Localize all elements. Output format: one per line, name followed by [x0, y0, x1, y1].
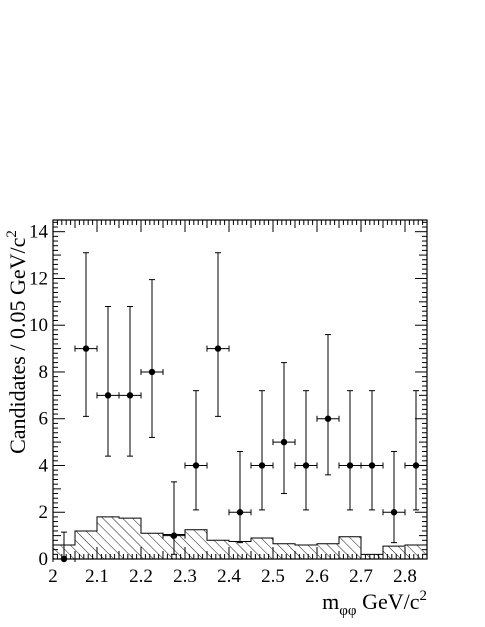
x-tick-label: 2.2: [129, 566, 153, 587]
data-point: [148, 368, 156, 376]
x-tick-label: 2.6: [305, 566, 329, 587]
x-tick-label: 2.4: [217, 566, 241, 587]
data-point-group: [316, 334, 340, 476]
data-points: [52, 252, 428, 563]
data-point-group: [294, 390, 318, 511]
data-point: [60, 555, 68, 563]
histogram-bin: [185, 529, 207, 559]
histogram-bin: [273, 543, 295, 559]
x-tick-label: 2.1: [85, 566, 109, 587]
data-point: [126, 392, 134, 399]
data-point: [82, 345, 90, 352]
data-point: [280, 438, 288, 446]
histogram-bin: [119, 518, 141, 559]
y-tick-label: 0: [39, 549, 49, 570]
x-axis-title-unit: GeV/c: [357, 589, 420, 614]
histogram-bin: [317, 543, 339, 559]
histogram-bin: [295, 544, 317, 559]
histogram-bin: [229, 541, 251, 559]
data-point-group: [228, 450, 252, 544]
data-point-group: [250, 390, 274, 511]
data-point: [412, 462, 420, 469]
y-tick-label: 8: [39, 362, 49, 383]
y-tick-label: 14: [29, 222, 49, 243]
data-point-group: [404, 390, 428, 511]
x-axis-title-sub: φφ: [339, 603, 357, 619]
data-point-group: [118, 306, 142, 457]
data-point-group: [52, 531, 76, 563]
data-point: [390, 509, 398, 516]
x-axis-title: mφφ GeV/c2: [322, 588, 427, 619]
data-point: [104, 392, 112, 399]
y-tick-label: 6: [39, 409, 49, 430]
data-point-group: [96, 306, 120, 457]
data-point-group: [140, 279, 164, 438]
y-tick-label: 4: [39, 455, 49, 476]
data-point-group: [206, 252, 230, 417]
data-point: [324, 415, 332, 422]
data-point: [346, 462, 354, 469]
histogram-bin: [141, 533, 163, 559]
data-point: [258, 462, 266, 469]
data-point: [214, 345, 222, 352]
histogram-bin: [75, 530, 97, 559]
histogram-bin: [339, 536, 361, 559]
x-axis-title-sup: 2: [420, 588, 428, 604]
data-point: [170, 532, 178, 539]
data-point: [368, 462, 376, 469]
data-point-group: [382, 450, 406, 544]
y-axis-title: Candidates / 0.05 GeV/c2: [4, 230, 30, 454]
histogram-bin: [251, 537, 273, 559]
x-tick-label: 2.8: [393, 566, 417, 587]
histogram-bin: [405, 544, 427, 559]
x-tick-label: 2.7: [349, 566, 373, 587]
data-point: [192, 462, 200, 469]
data-point: [302, 462, 310, 469]
data-point-group: [74, 252, 98, 417]
background-histogram: [52, 516, 428, 559]
data-point-group: [162, 481, 186, 555]
plot-frame: [52, 219, 428, 560]
x-tick-label: 2: [48, 566, 58, 587]
x-tick-label: 2.3: [173, 566, 197, 587]
histogram-bin: [207, 540, 229, 559]
data-point-group: [338, 390, 362, 511]
data-point-group: [272, 362, 296, 495]
y-tick-label: 2: [39, 502, 49, 523]
data-point-group: [184, 390, 208, 511]
data-point: [236, 509, 244, 516]
histogram-bin: [97, 516, 119, 559]
y-axis-title-text: Candidates / 0.05 GeV/c: [5, 237, 30, 454]
data-point-group: [360, 390, 384, 511]
y-axis-title-sup: 2: [4, 230, 20, 238]
histogram-bin: [361, 554, 383, 559]
y-tick-label: 10: [29, 315, 48, 336]
histogram-bin: [383, 546, 405, 559]
x-axis-title-main: m: [322, 589, 339, 614]
x-tick-label: 2.5: [261, 566, 285, 587]
y-tick-label: 12: [29, 268, 48, 289]
